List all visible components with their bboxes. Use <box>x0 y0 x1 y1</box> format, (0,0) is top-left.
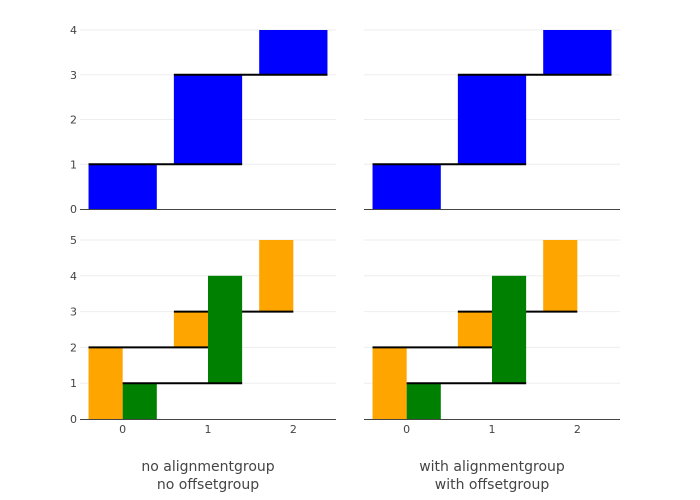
x-tick-label: 1 <box>205 423 212 436</box>
green-bar <box>208 275 243 384</box>
blue-bar <box>88 164 157 209</box>
y-tick-label: 1 <box>70 377 77 390</box>
orange-bar <box>173 311 208 348</box>
subplot-caption: no alignmentgroup <box>141 459 274 475</box>
x-tick-label: 1 <box>489 423 496 436</box>
x-tick-label: 2 <box>290 423 297 436</box>
blue-bar <box>173 74 243 165</box>
blue-bar <box>259 30 328 75</box>
orange-bar <box>259 240 294 312</box>
y-tick-label: 3 <box>70 306 77 319</box>
x-tick-label: 0 <box>119 423 126 436</box>
y-tick-label: 4 <box>70 270 77 283</box>
y-tick-label: 0 <box>70 413 77 426</box>
y-tick-label: 5 <box>70 234 77 247</box>
y-tick-label: 0 <box>70 203 77 216</box>
orange-bar <box>543 240 578 312</box>
orange-bar <box>372 347 407 419</box>
orange-bar <box>457 311 492 348</box>
subplot-caption: no offsetgroup <box>157 477 259 493</box>
green-bar <box>122 383 157 419</box>
orange-bar <box>88 347 123 419</box>
subplot-caption: with alignmentgroup <box>419 459 565 475</box>
y-tick-label: 3 <box>70 69 77 82</box>
subplot-caption: with offsetgroup <box>435 477 550 493</box>
y-tick-label: 2 <box>70 114 77 127</box>
y-tick-label: 2 <box>70 341 77 354</box>
blue-bar <box>372 164 441 209</box>
y-tick-label: 4 <box>70 24 77 37</box>
green-bar <box>406 383 441 419</box>
y-tick-label: 1 <box>70 158 77 171</box>
x-tick-label: 0 <box>403 423 410 436</box>
blue-bar <box>457 74 527 165</box>
blue-bar <box>543 30 612 75</box>
x-tick-label: 2 <box>574 423 581 436</box>
green-bar <box>492 275 527 384</box>
